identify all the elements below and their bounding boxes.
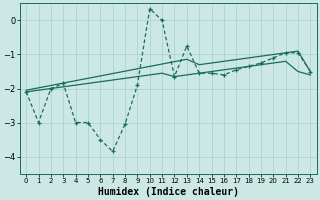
- X-axis label: Humidex (Indice chaleur): Humidex (Indice chaleur): [98, 186, 239, 197]
